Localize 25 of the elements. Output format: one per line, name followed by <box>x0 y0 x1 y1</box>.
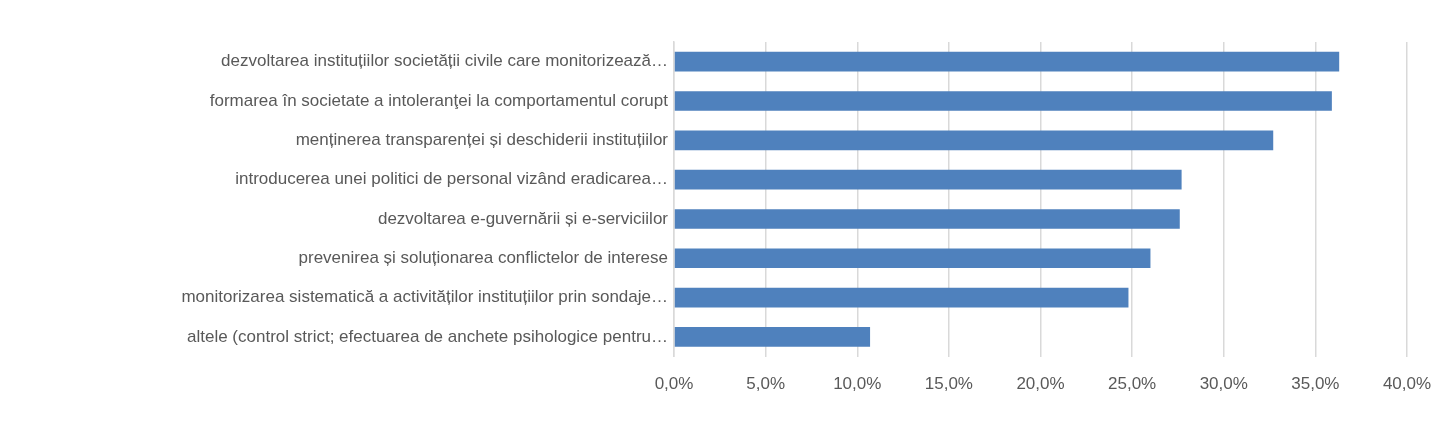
x-tick-label: 25,0% <box>1108 374 1157 394</box>
y-tick-label: prevenirea și soluționarea conflictelor de interese <box>298 247 668 267</box>
x-tick-label: 20,0% <box>1016 374 1065 394</box>
y-tick-label: dezvoltarea e-guvernării și e-serviciilor <box>377 208 669 228</box>
x-tick-label: 30,0% <box>1199 374 1248 394</box>
x-tick-label: 0,0% <box>654 374 694 394</box>
bar <box>674 248 1151 269</box>
bar <box>674 327 871 347</box>
y-tick-label: monitorizarea sistematică a activităților instituțiilor prin sondaje… <box>181 287 668 307</box>
y-tick-label: menținerea transparenței și deschiderii instituțiilor <box>295 130 669 149</box>
bar <box>674 287 1129 308</box>
bar <box>674 209 1180 229</box>
x-tick-label: 15,0% <box>924 374 973 394</box>
x-tick-label: 10,0% <box>833 374 882 394</box>
y-tick-label: dezvoltarea instituțiilor societății civile care monitorizează… <box>221 51 668 71</box>
x-tick-label: 40,0% <box>1382 374 1432 394</box>
bar <box>674 130 1274 151</box>
y-tick-label: introducerea unei politici de personal vizând eradicarea… <box>235 169 668 189</box>
x-tick-label: 35,0% <box>1291 374 1340 394</box>
x-tick-label: 5,0% <box>746 374 785 394</box>
bar <box>674 51 1340 72</box>
bar <box>674 91 1332 111</box>
bar <box>674 169 1182 190</box>
y-tick-label: altele (control strict; efectuarea de anchete psihologice pentru… <box>187 326 668 346</box>
y-tick-label: formarea în societate a intoleranţei la comportamentul corupt <box>209 90 669 110</box>
